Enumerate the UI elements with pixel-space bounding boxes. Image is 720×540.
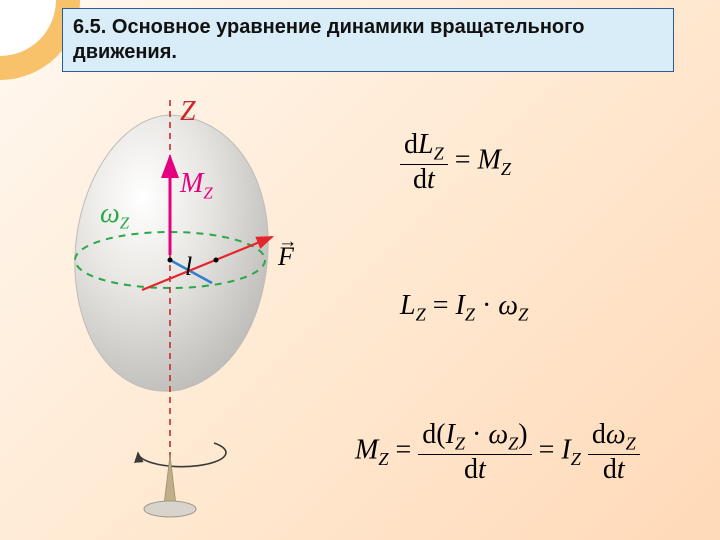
equation-dLz-dt: dLZdt = MZ — [400, 130, 511, 194]
force-application-dot — [214, 258, 219, 263]
z-axis-label: Z — [180, 96, 196, 128]
rotation-dynamics-figure — [20, 95, 320, 525]
lever-label: l — [185, 252, 192, 282]
slide: { "title": "6.5. Основное уравнение дина… — [0, 0, 720, 540]
rotation-arrow — [138, 443, 226, 467]
mz-label: MZ — [180, 168, 213, 204]
omega-label: ωZ — [100, 198, 129, 234]
force-label: F→ — [278, 242, 294, 272]
stand-base — [144, 501, 196, 517]
equation-Mz: MZ = d(IZ · ωZ)dt = IZ dωZdt — [355, 420, 640, 484]
equation-Lz: LZ = IZ · ωZ — [400, 290, 528, 326]
section-title: 6.5. Основное уравнение динамики вращате… — [62, 8, 674, 72]
axis-center-dot — [168, 258, 173, 263]
stand-spike — [164, 455, 176, 505]
